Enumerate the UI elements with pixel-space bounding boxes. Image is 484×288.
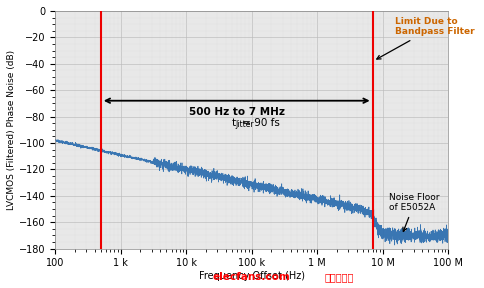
- Text: Noise Floor
of E5052A: Noise Floor of E5052A: [389, 193, 440, 232]
- Text: Limit Due to
Bandpass Filter: Limit Due to Bandpass Filter: [377, 17, 475, 59]
- Text: 电子发烧友: 电子发烧友: [324, 272, 353, 282]
- Text: 500 Hz to 7 MHz: 500 Hz to 7 MHz: [189, 107, 285, 117]
- Text: t: t: [232, 118, 236, 128]
- X-axis label: Frequency Offset (Hz): Frequency Offset (Hz): [198, 271, 304, 281]
- Text: Jitter: Jitter: [236, 120, 255, 129]
- Y-axis label: LVCMOS (Filtered) Phase Noise (dB): LVCMOS (Filtered) Phase Noise (dB): [7, 50, 16, 210]
- Text: = 90 fs: = 90 fs: [239, 118, 280, 128]
- Text: elecfans.com: elecfans.com: [213, 272, 290, 282]
